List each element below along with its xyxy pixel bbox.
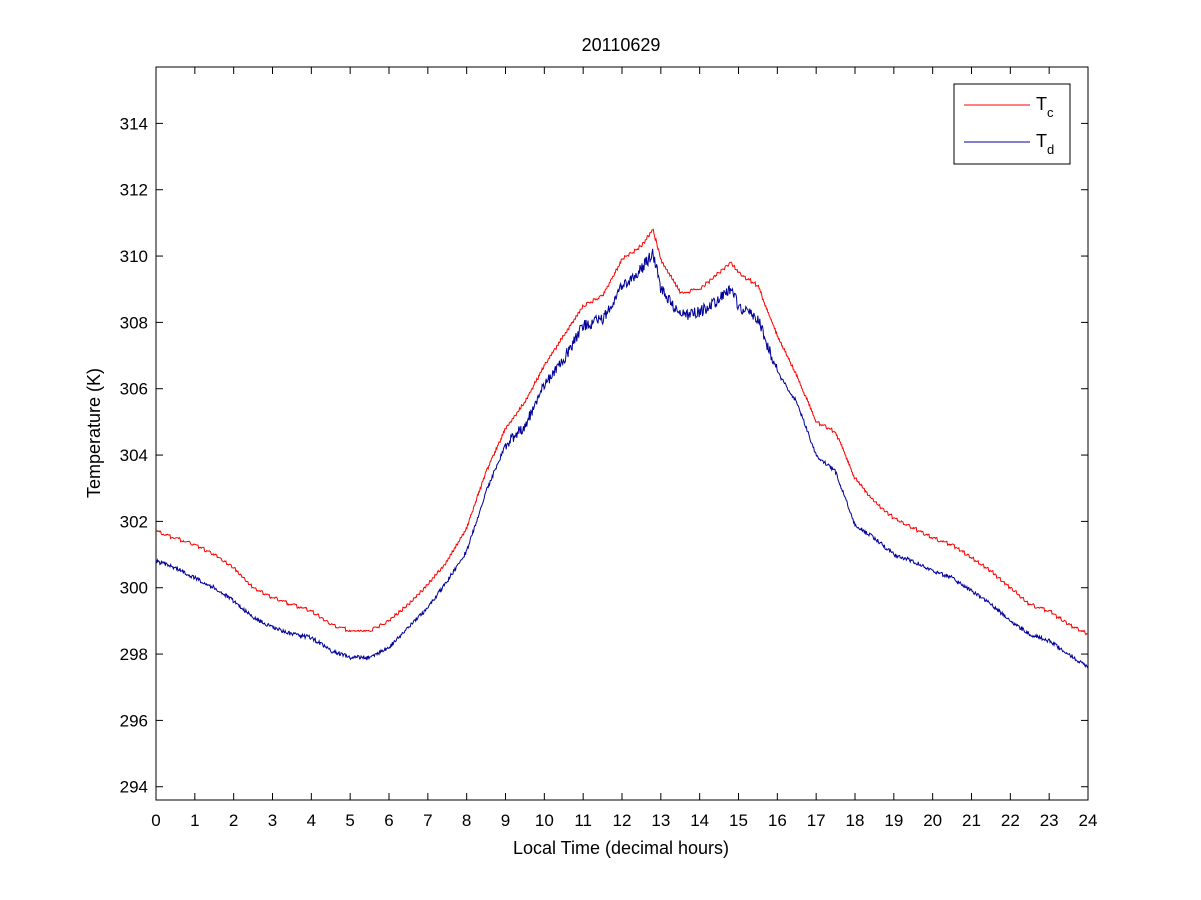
y-tick-label: 302 — [120, 512, 148, 531]
x-tick-label: 9 — [501, 811, 510, 830]
x-tick-label: 3 — [268, 811, 277, 830]
x-tick-label: 4 — [307, 811, 316, 830]
y-tick-label: 298 — [120, 645, 148, 664]
y-tick-label: 306 — [120, 380, 148, 399]
x-tick-label: 15 — [729, 811, 748, 830]
x-tick-label: 7 — [423, 811, 432, 830]
y-tick-label: 308 — [120, 313, 148, 332]
legend-label-td-main: T — [1036, 131, 1047, 151]
y-tick-label: 312 — [120, 181, 148, 200]
legend-label-td: Td — [1036, 131, 1054, 157]
series-line-td — [155, 248, 1089, 669]
x-tick-label: 14 — [690, 811, 709, 830]
x-tick-label: 22 — [1001, 811, 1020, 830]
x-tick-label: 11 — [574, 811, 592, 830]
x-tick-label: 13 — [651, 811, 670, 830]
legend-label-tc: Tc — [1036, 94, 1054, 120]
y-tick-label: 296 — [120, 711, 148, 730]
chart-title: 20110629 — [582, 35, 661, 55]
x-tick-label: 21 — [962, 811, 981, 830]
y-tick-label: 310 — [120, 247, 148, 266]
x-tick-label: 17 — [807, 811, 826, 830]
y-tick-label: 294 — [120, 778, 148, 797]
x-tick-label: 16 — [768, 811, 787, 830]
x-tick-label: 0 — [151, 811, 160, 830]
x-tick-label: 10 — [535, 811, 554, 830]
x-tick-label: 8 — [462, 811, 471, 830]
x-tick-label: 24 — [1079, 811, 1098, 830]
x-tick-label: 23 — [1040, 811, 1059, 830]
tick-layer: 0 1 2 3 4 5 6 7 8 9 10 11 12 13 14 15 16 17 18 19 20 21 22 23 24… — [120, 67, 1098, 830]
legend: Tc Td — [953, 83, 1071, 165]
legend-label-tc-main: T — [1036, 94, 1047, 114]
x-tick-label: 1 — [190, 811, 199, 830]
axes-box — [155, 66, 1089, 801]
y-tick-label: 304 — [120, 446, 148, 465]
x-tick-label: 6 — [384, 811, 393, 830]
y-tick-label: 314 — [120, 114, 148, 133]
x-tick-label: 20 — [923, 811, 942, 830]
x-tick-label: 19 — [884, 811, 903, 830]
series-line-tc — [155, 228, 1089, 636]
x-tick-label: 2 — [229, 811, 238, 830]
x-tick-label: 18 — [846, 811, 865, 830]
y-tick-label: 300 — [120, 579, 148, 598]
plot-area: 0 1 2 3 4 5 6 7 8 9 10 11 12 13 14 15 16 17 18 19 20 21 22 23 24… — [120, 66, 1098, 830]
y-axis-label: Temperature (K) — [84, 368, 104, 498]
legend-box — [953, 83, 1071, 165]
x-tick-label: 5 — [345, 811, 354, 830]
series-layer — [155, 228, 1089, 669]
legend-label-tc-sub: c — [1047, 105, 1054, 120]
legend-label-td-sub: d — [1047, 142, 1054, 157]
x-tick-label: 12 — [613, 811, 632, 830]
x-axis-label: Local Time (decimal hours) — [513, 838, 729, 858]
